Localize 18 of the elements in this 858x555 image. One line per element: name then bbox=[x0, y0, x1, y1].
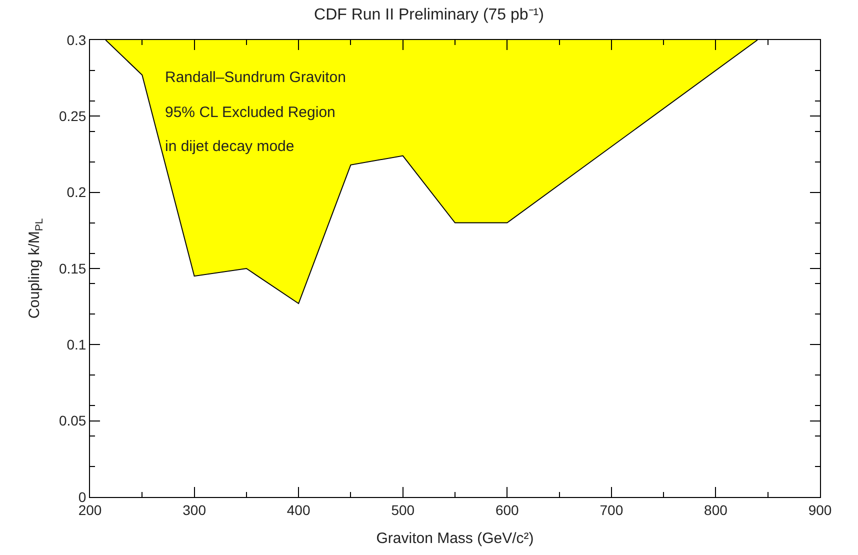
y-tick-label: 0.15 bbox=[58, 260, 86, 276]
x-tick-label: 900 bbox=[808, 502, 832, 518]
x-tick-label: 300 bbox=[182, 502, 206, 518]
x-axis-title: Graviton Mass (GeV/c²) bbox=[376, 530, 534, 547]
annotation: in dijet decay mode bbox=[165, 138, 294, 155]
chart-title: CDF Run II Preliminary (75 pb⁻¹) bbox=[314, 6, 544, 24]
y-tick-label: 0.2 bbox=[66, 184, 86, 200]
x-tick-label: 500 bbox=[391, 502, 415, 518]
x-tick-label: 700 bbox=[600, 502, 624, 518]
y-tick-label: 0.25 bbox=[58, 108, 86, 124]
y-tick-label: 0.05 bbox=[58, 412, 86, 429]
x-tick-label: 600 bbox=[495, 502, 520, 518]
y-tick-label: 0.1 bbox=[66, 336, 86, 353]
x-tick-label: 800 bbox=[704, 502, 728, 518]
annotation: 95% CL Excluded Region bbox=[165, 104, 336, 121]
annotation: Randall–Sundrum Graviton bbox=[165, 69, 346, 86]
y-tick-label: 0.3 bbox=[66, 32, 86, 48]
x-tick-label: 400 bbox=[286, 502, 310, 518]
